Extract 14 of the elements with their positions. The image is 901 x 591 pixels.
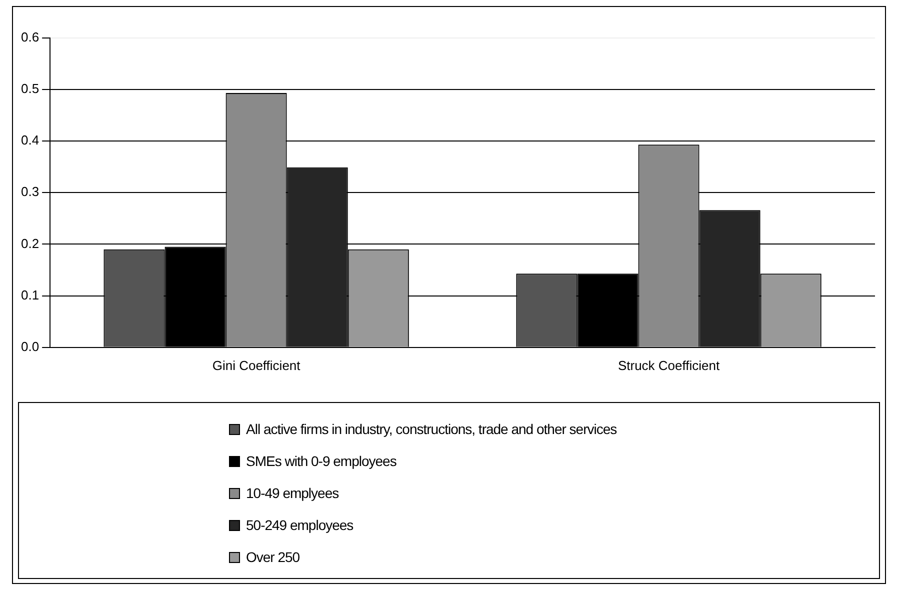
legend-label: 10-49 emplyees xyxy=(246,485,339,501)
y-tick-label: 0.2 xyxy=(20,236,40,251)
y-tick-label: 0.1 xyxy=(20,287,40,302)
y-tick-label: 0.0 xyxy=(20,338,40,354)
y-tick-label: 0.3 xyxy=(20,184,40,200)
y-tick-label: 0.5 xyxy=(20,80,40,96)
legend-label: Over 250 xyxy=(246,549,300,565)
legend-label: 50-249 employees xyxy=(246,517,354,533)
y-tick-label: 0.6 xyxy=(20,29,40,44)
y-tick-label: 0.4 xyxy=(20,132,40,148)
x-tick-label: Struck Coefficient xyxy=(618,358,720,373)
x-tick-label: Gini Coefficient xyxy=(212,358,301,373)
legend-label: All active firms in industry, constructions, trade and other services xyxy=(246,421,617,437)
legend-label: SMEs with 0-9 employees xyxy=(246,453,396,469)
